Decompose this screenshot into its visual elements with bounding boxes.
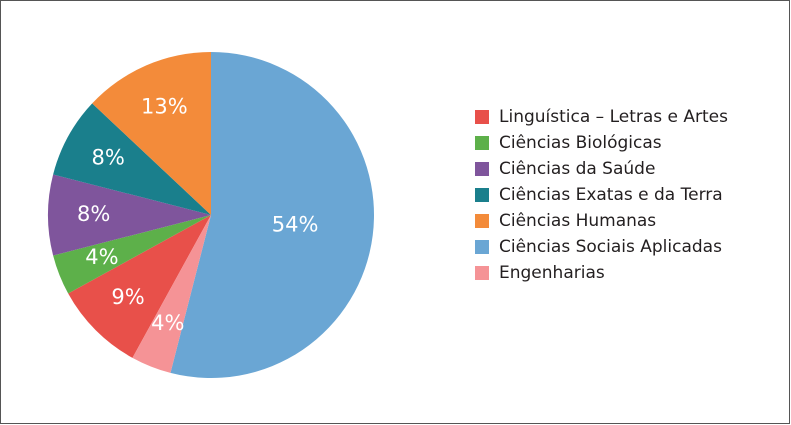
legend-label: Ciências Exatas e da Terra: [499, 185, 723, 205]
slice-label: 13%: [141, 94, 188, 118]
slice-label: 4%: [85, 245, 118, 269]
slice-label: 9%: [111, 285, 144, 309]
pie-slice: [68, 215, 211, 358]
legend-swatch: [475, 136, 489, 150]
slice-label: 8%: [77, 202, 110, 226]
legend-swatch: [475, 266, 489, 280]
legend-label: Ciências Biológicas: [499, 133, 662, 153]
legend-label: Linguística – Letras e Artes: [499, 107, 728, 127]
pie-slice: [132, 215, 211, 373]
pie-slice: [53, 103, 212, 215]
pie-slice: [170, 52, 375, 378]
legend-label: Ciências Humanas: [499, 211, 656, 231]
legend-label: Ciências Sociais Aplicadas: [499, 237, 722, 257]
slice-label: 8%: [91, 145, 124, 169]
pie-slice: [53, 215, 212, 294]
legend-swatch: [475, 240, 489, 254]
slice-label: 54%: [272, 213, 319, 237]
slice-label: 4%: [151, 311, 184, 335]
legend-swatch: [475, 162, 489, 176]
legend-swatch: [475, 110, 489, 124]
legend-swatch: [475, 214, 489, 228]
legend-swatch: [475, 188, 489, 202]
pie-slice: [92, 51, 211, 215]
pie-slice: [48, 174, 211, 256]
legend-label: Engenharias: [499, 263, 605, 283]
legend-label: Ciências da Saúde: [499, 159, 655, 179]
